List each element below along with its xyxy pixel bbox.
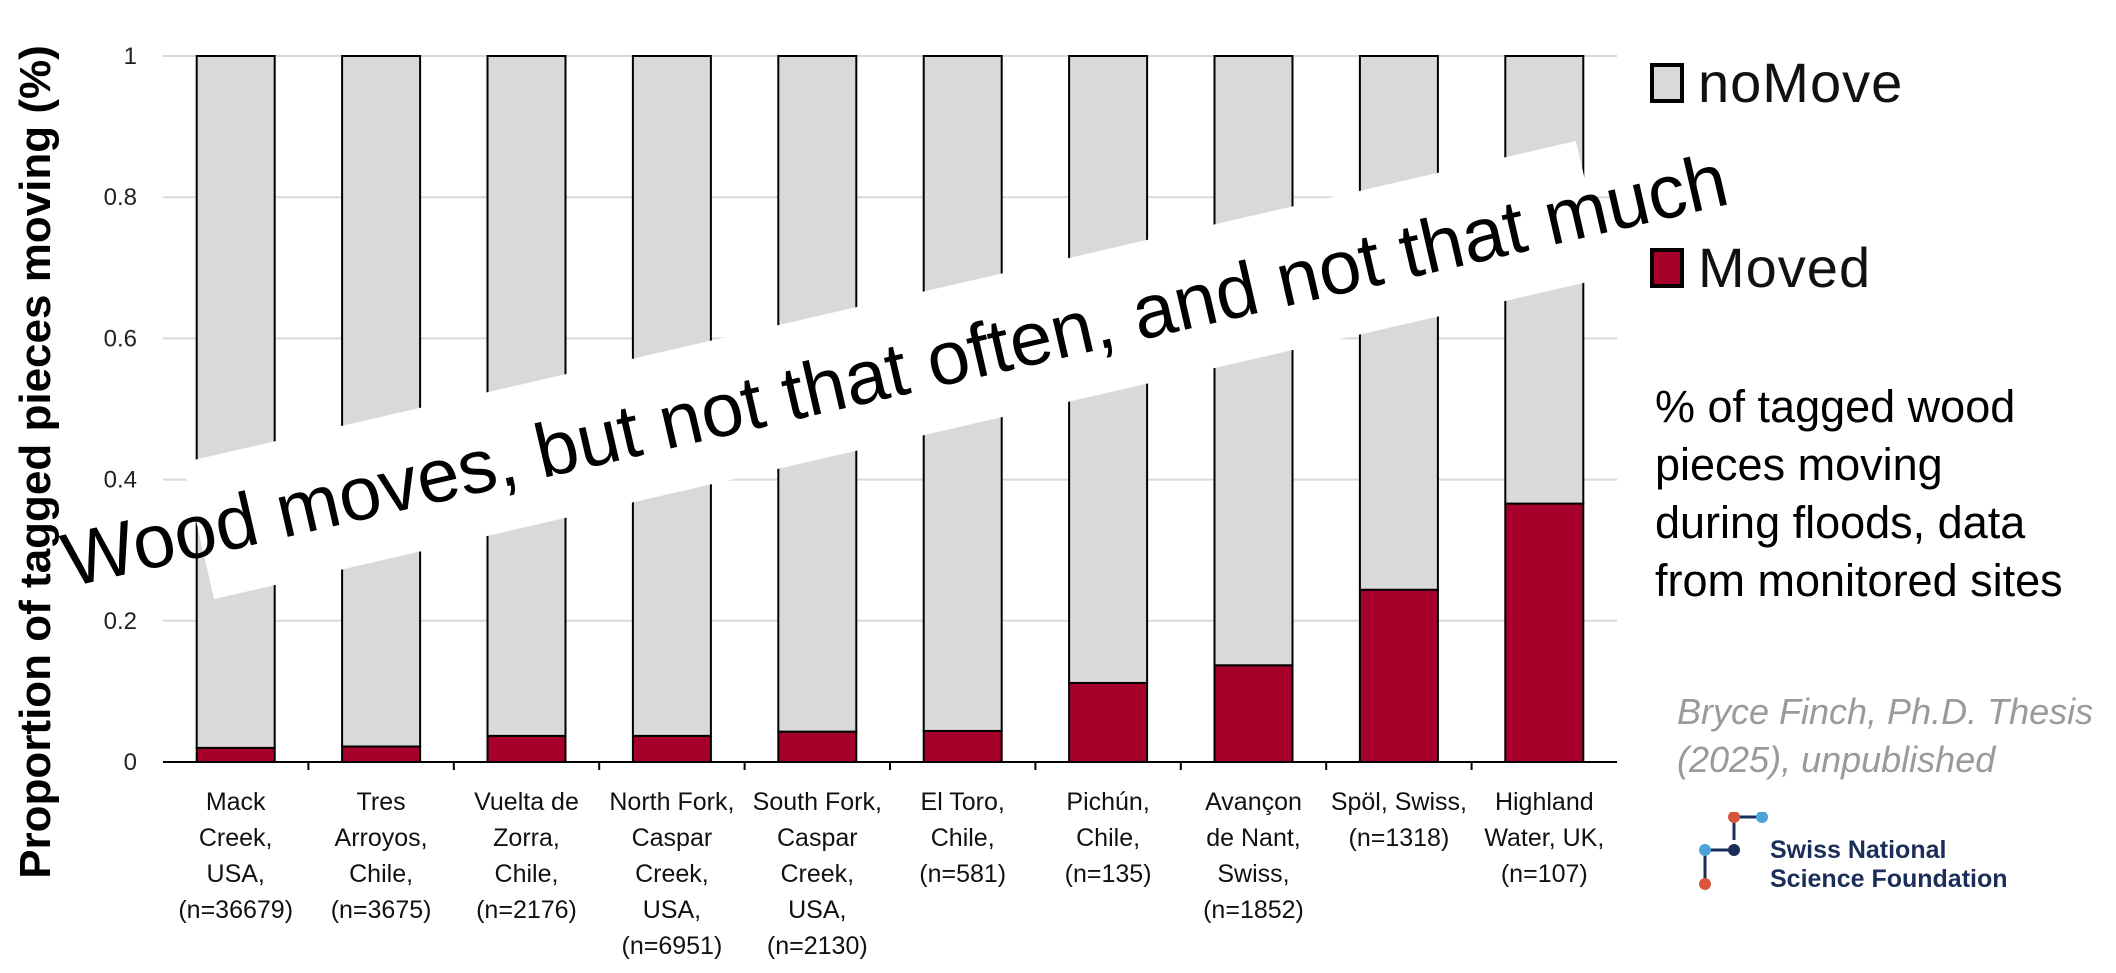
y-tick-label: 0.6 [104, 325, 137, 352]
bar-segment-moved [486, 734, 567, 763]
legend-label-moved: Moved [1698, 236, 1872, 299]
bar-segment-nomove [195, 55, 276, 749]
y-axis-ticks: 0 0.2 0.4 0.6 0.8 1 [104, 43, 137, 776]
x-axis-labels: Mack Creek, USA, (n=36679) Tres Arroyos, Chile… [178, 762, 1604, 960]
bar-segment-moved [341, 745, 422, 764]
legend-swatch-moved [1650, 247, 1684, 288]
y-tick-label: 0.4 [104, 467, 137, 494]
x-tick-label: Mack Creek, USA, (n=36679) [178, 788, 293, 924]
legend-item-moved: Moved [1650, 235, 1871, 300]
bar-segment-moved [777, 730, 858, 764]
side-note: % of tagged wood pieces moving during fl… [1655, 378, 2115, 610]
bar-segment-moved [922, 729, 1003, 763]
x-tick-label: Pichún, Chile, (n=135) [1065, 788, 1152, 888]
y-axis-label: Proportion of tagged pieces moving (%) [11, 45, 60, 879]
bar-segment-moved [1504, 502, 1585, 763]
snsf-logo-text: Swiss National Science Foundation [1770, 836, 2008, 894]
x-tick-label: North Fork, Caspar Creek, USA, (n=6951) [609, 788, 734, 960]
credit-note: Bryce Finch, Ph.D. Thesis (2025), unpubl… [1677, 688, 2107, 784]
side-note-line: during floods, data [1655, 497, 2026, 548]
side-note-line: from monitored sites [1655, 555, 2063, 606]
bar-segment-moved [1068, 681, 1149, 763]
x-tick-label: El Toro, Chile, (n=581) [919, 788, 1006, 888]
x-tick-label: South Fork, Caspar Creek, USA, (n=2130) [753, 788, 882, 960]
bar-segment-moved [1213, 664, 1294, 764]
legend-label-nomove: noMove [1698, 51, 1904, 114]
y-tick-label: 0 [124, 749, 137, 776]
side-note-line: pieces moving [1655, 439, 1943, 490]
credit-line: Bryce Finch, Ph.D. Thesis [1677, 691, 2094, 732]
legend-item-nomove: noMove [1650, 50, 1903, 115]
credit-line: (2025), unpublished [1677, 739, 1996, 780]
y-tick-label: 1 [124, 43, 137, 70]
legend-swatch-nomove [1650, 62, 1684, 103]
bar-segment-moved [631, 734, 712, 763]
side-note-line: % of tagged wood [1655, 381, 2016, 432]
bar-segment-moved [1358, 588, 1439, 764]
snsf-logo: Swiss National Science Foundation [1690, 811, 2050, 894]
x-tick-label: Vuelta de Zorra, Chile, (n=2176) [474, 788, 579, 924]
snsf-logo-icon [1699, 811, 1768, 890]
snsf-logo-line: Science Foundation [1770, 865, 2008, 893]
x-tick-label: Spöl, Swiss, (n=1318) [1331, 788, 1467, 852]
x-tick-label: Avançon de Nant, Swiss, (n=1852) [1203, 788, 1304, 924]
y-tick-label: 0.8 [104, 184, 137, 211]
bar-segment-moved [195, 746, 276, 764]
bar-segment-nomove [341, 55, 422, 748]
snsf-logo-line: Swiss National [1770, 836, 1947, 864]
x-tick-label: Highland Water, UK, (n=107) [1484, 788, 1604, 888]
y-tick-label: 0.2 [104, 608, 137, 635]
x-tick-label: Tres Arroyos, Chile, (n=3675) [331, 788, 432, 924]
